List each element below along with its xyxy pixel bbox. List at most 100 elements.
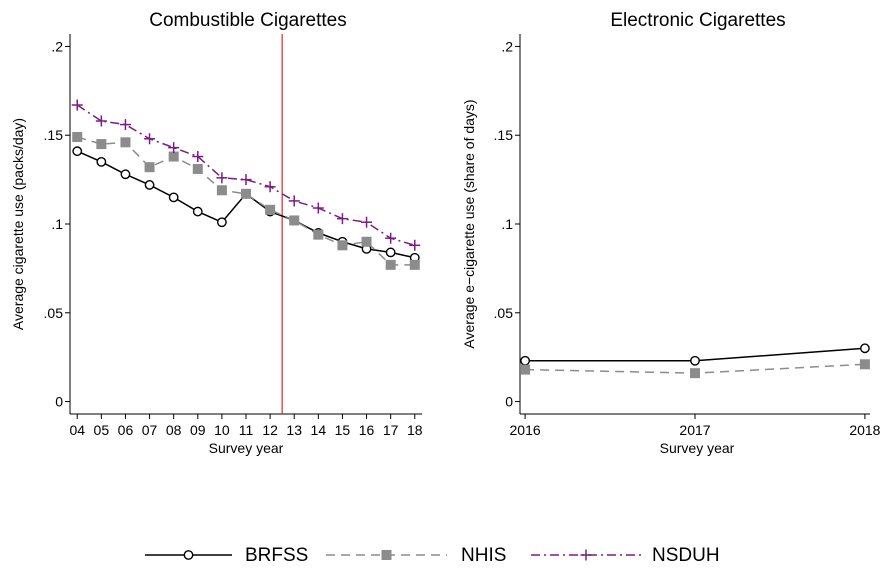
x-tick-label: 13 (286, 422, 302, 438)
legend-label: NSDUH (652, 545, 720, 566)
y-tick-label: .1 (501, 216, 513, 232)
data-point-nhis (168, 151, 179, 162)
data-point-nhis (337, 240, 348, 251)
legend-item-brfss: BRFSS (145, 545, 308, 566)
x-tick-label: 11 (239, 422, 254, 438)
data-point-nhis (690, 368, 700, 379)
data-point-nsduh (144, 133, 156, 145)
panel-title: Electronic Cigarettes (610, 10, 785, 31)
legend-swatch-nhis (326, 550, 447, 560)
panel-combustible: Combustible Cigarettes Average cigarette… (10, 10, 423, 456)
y-tick-label: .05 (44, 305, 64, 321)
x-tick-label: 16 (359, 422, 375, 438)
y-tick-label: 0 (505, 394, 513, 410)
x-tick-label: 06 (118, 422, 134, 438)
x-tick-label: 2017 (679, 422, 710, 438)
data-point-nsduh (95, 115, 107, 127)
data-point-nhis (409, 259, 420, 270)
legend-item-nsduh: NSDUH (531, 545, 720, 566)
data-point-nsduh (288, 195, 300, 207)
panel-title: Combustible Cigarettes (149, 10, 346, 31)
legend-swatch-nsduh (531, 549, 641, 561)
x-tick-label: 09 (190, 422, 206, 438)
legend-marker (183, 550, 194, 560)
x-axis-label: Survey year (660, 440, 735, 456)
data-point-nhis (289, 215, 300, 226)
y-axis-label: Average e−cigarette use (share of days) (461, 99, 477, 348)
data-point-nhis (265, 204, 276, 215)
data-point-brfss (144, 180, 155, 190)
data-point-nsduh (216, 172, 228, 184)
legend-marker (580, 549, 592, 561)
data-point-brfss (690, 355, 700, 366)
data-point-nsduh (71, 99, 83, 111)
data-point-brfss (860, 343, 870, 354)
x-tick-label: 04 (69, 422, 85, 438)
data-point-brfss (192, 206, 203, 217)
x-tick-label: 08 (166, 422, 182, 438)
y-axis: 0 .05 .1 .15 .2 (494, 34, 521, 414)
x-tick-label: 10 (214, 422, 230, 438)
legend-marker (381, 550, 392, 560)
x-tick-label: 2018 (849, 422, 880, 438)
data-point-nsduh (312, 202, 324, 214)
series-group (520, 343, 870, 379)
legend-swatch-brfss (145, 550, 232, 560)
data-point-nhis (96, 139, 107, 150)
y-tick-label: 0 (55, 394, 63, 410)
series-nsduh (71, 99, 421, 251)
legend-label: NHIS (461, 545, 506, 566)
data-point-nsduh (192, 151, 204, 163)
data-point-nsduh (361, 216, 373, 228)
x-tick-label: 17 (383, 422, 399, 438)
data-point-nsduh (168, 142, 180, 154)
legend-item-nhis: NHIS (326, 545, 506, 566)
x-axis: 04 05 06 07 08 09 10 11 12 13 14 15 16 17 18 (69, 413, 423, 438)
data-point-nsduh (119, 119, 131, 131)
series-group (71, 99, 421, 270)
data-point-brfss (216, 217, 227, 228)
x-tick-label: 12 (262, 422, 278, 438)
y-tick-label: .2 (51, 38, 63, 54)
series-line-nsduh (76, 104, 415, 247)
y-tick-label: .2 (501, 38, 513, 54)
legend-label: BRFSS (245, 545, 308, 566)
series-nhis (72, 131, 420, 270)
data-point-brfss (72, 146, 83, 157)
data-point-nhis (120, 137, 131, 148)
series-line-nhis (77, 136, 415, 266)
data-point-nhis (859, 359, 870, 370)
y-axis: 0 .05 .1 .15 .2 (44, 34, 71, 414)
series-brfss (520, 343, 870, 366)
data-point-brfss (385, 247, 396, 258)
legend: BRFSS NHIS NSDUH (145, 545, 720, 566)
y-axis-label: Average cigarette use (packs/day) (10, 118, 26, 330)
data-point-nsduh (409, 239, 421, 251)
data-point-brfss (520, 355, 530, 366)
data-point-nhis (520, 364, 531, 375)
data-point-nhis (313, 229, 324, 240)
data-point-nhis (241, 188, 251, 199)
data-point-nsduh (385, 232, 397, 244)
x-tick-label: 18 (407, 422, 423, 438)
data-point-nsduh (264, 181, 276, 193)
panel-electronic: Electronic Cigarettes Average e−cigarett… (461, 10, 881, 456)
y-tick-label: .1 (51, 216, 63, 232)
data-point-nhis (192, 163, 203, 174)
data-point-nsduh (336, 213, 348, 225)
y-tick-label: .05 (494, 305, 514, 321)
x-tick-label: 05 (94, 422, 110, 438)
data-point-nsduh (240, 174, 252, 186)
data-point-nhis (216, 185, 227, 196)
data-point-brfss (96, 156, 107, 167)
data-point-nhis (72, 131, 83, 142)
y-tick-label: .15 (44, 127, 64, 143)
y-tick-label: .15 (494, 127, 514, 143)
x-axis: 2016 2017 2018 (510, 413, 881, 438)
series-nhis (520, 359, 870, 379)
x-axis-label: Survey year (209, 440, 284, 456)
data-point-nhis (385, 259, 396, 270)
data-point-nhis (144, 162, 155, 173)
x-tick-label: 14 (311, 422, 327, 438)
